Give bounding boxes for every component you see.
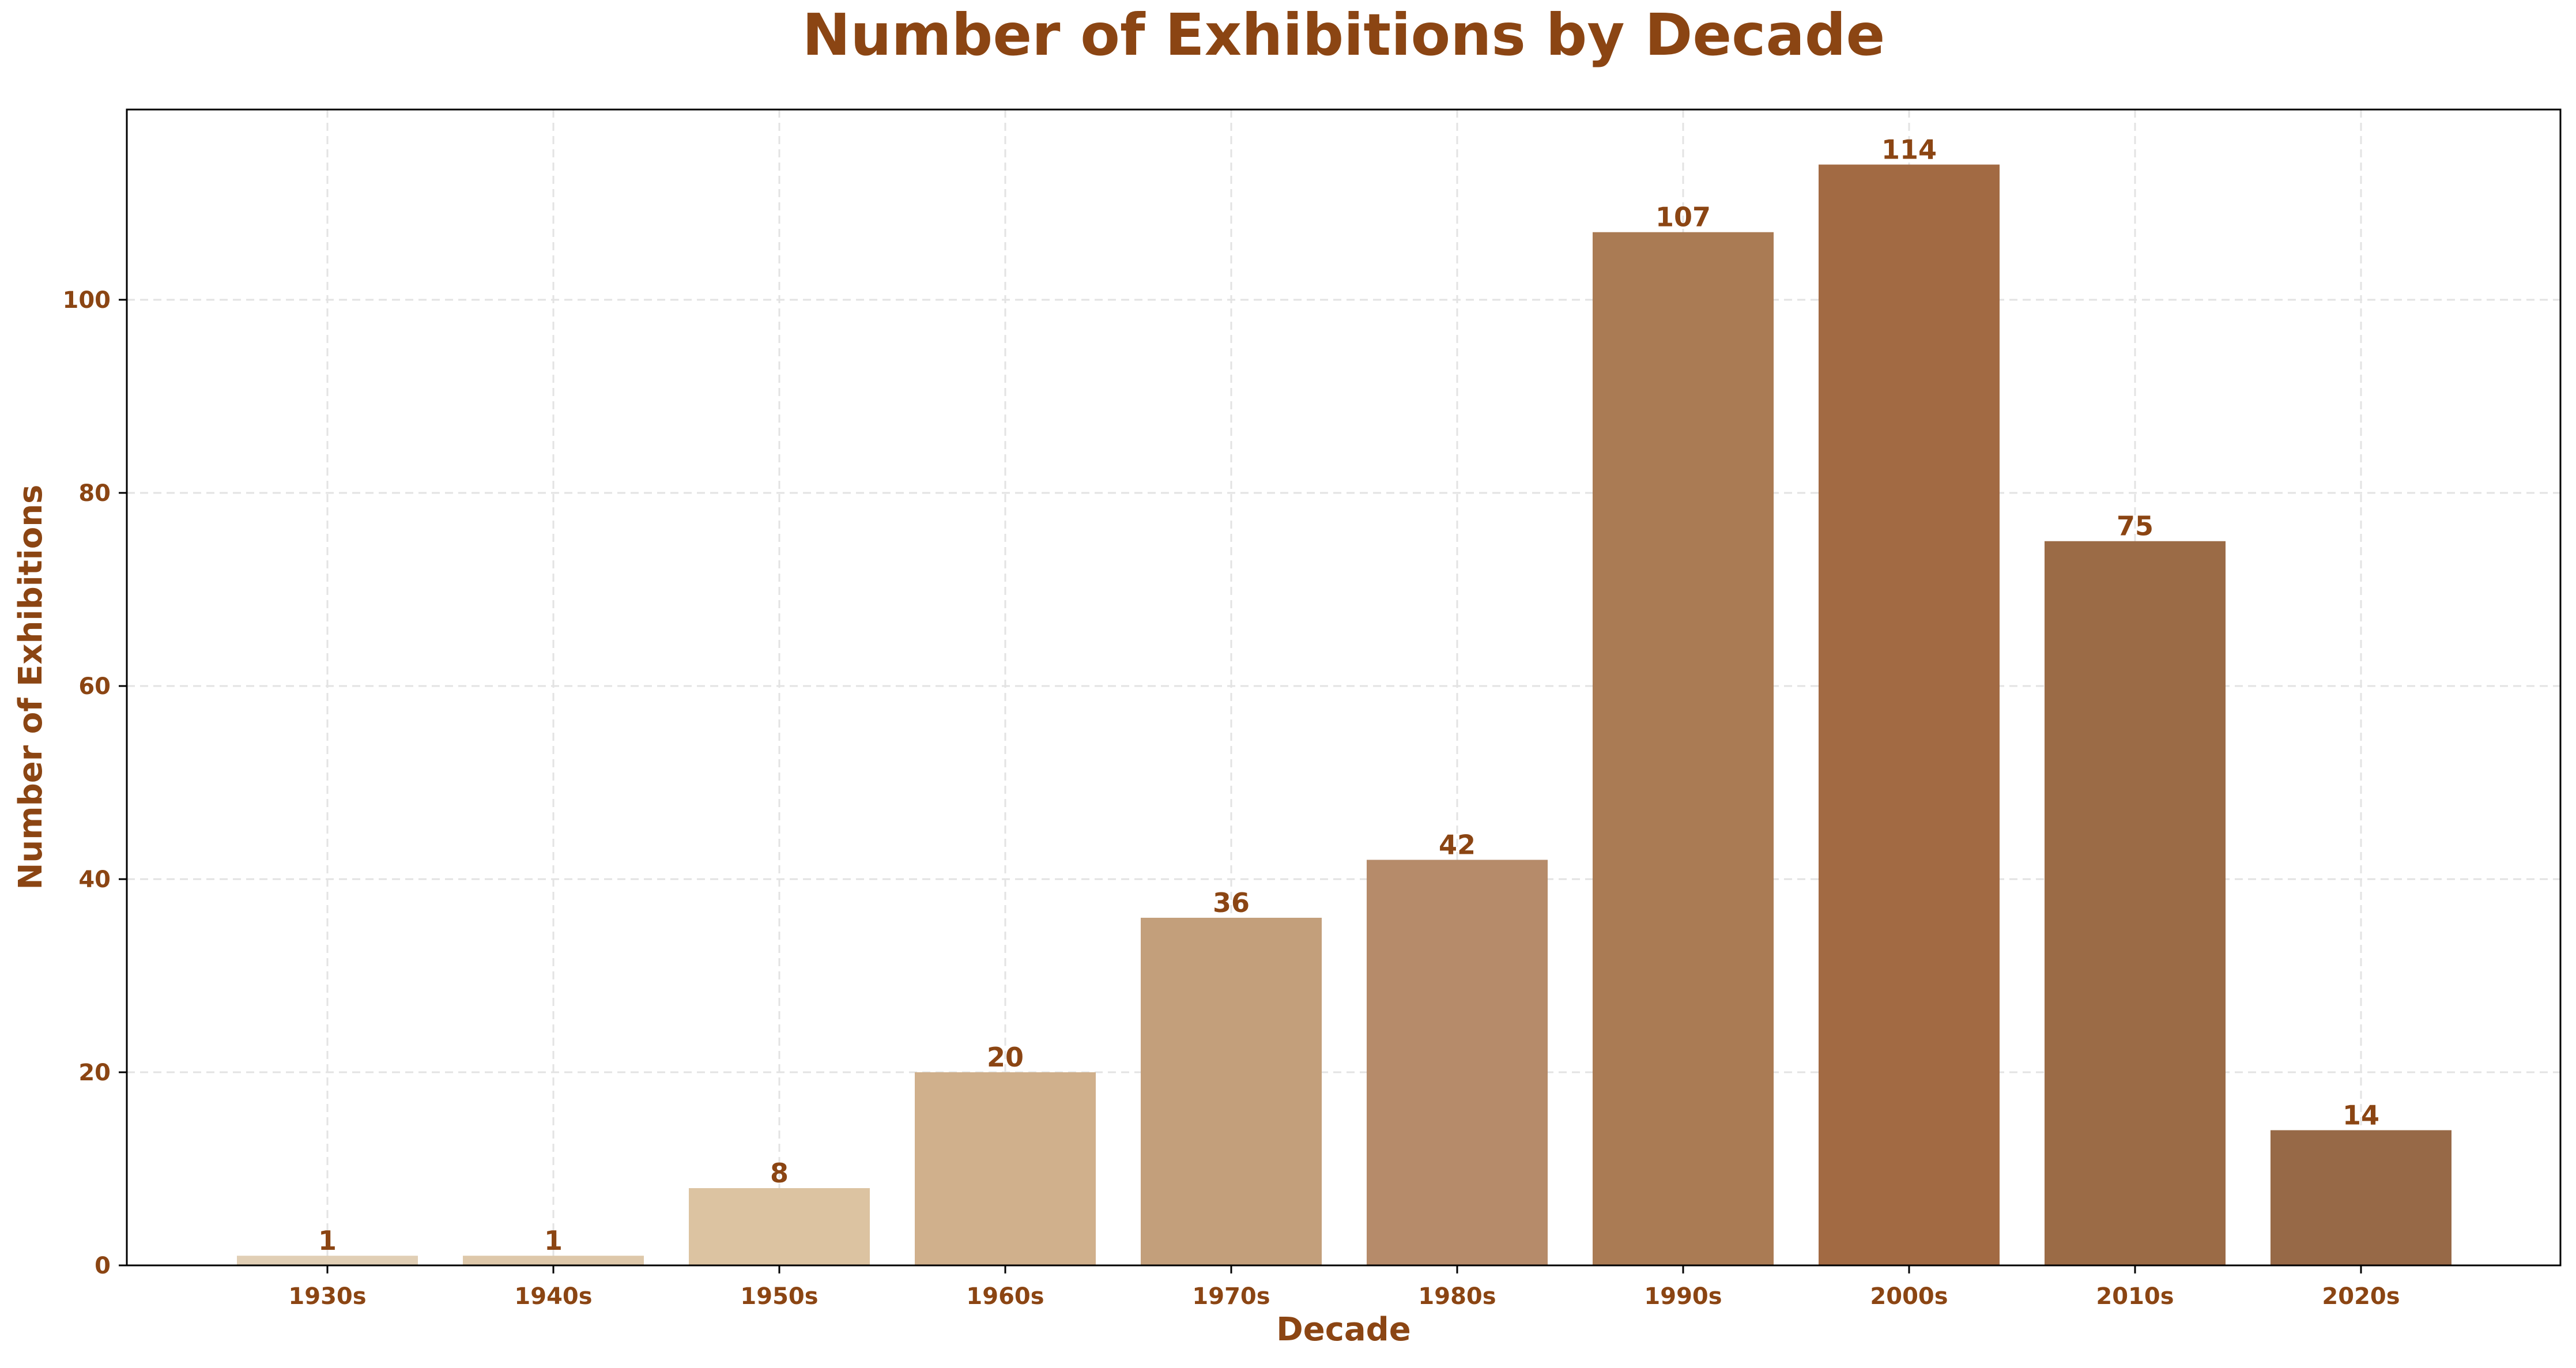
bars (237, 164, 2451, 1265)
bar-value-label: 42 (1439, 829, 1476, 860)
y-axis-ticks: 0 20 40 60 80 100 (63, 287, 127, 1279)
x-tick-label: 2020s (2322, 1283, 2400, 1310)
bar (1367, 860, 1548, 1265)
x-tick-label: 1940s (514, 1283, 592, 1310)
x-tick-label: 1950s (740, 1283, 818, 1310)
bar (2045, 541, 2226, 1265)
chart-title: Number of Exhibitions by Decade (802, 1, 1885, 69)
y-tick-label: 0 (95, 1253, 111, 1279)
bar (689, 1188, 870, 1265)
plot-area-frame (126, 108, 2562, 1267)
data-labels: 1 1 8 20 36 42 107 114 75 14 (318, 134, 2379, 1256)
y-axis-label: Number of Exhibitions (12, 485, 50, 890)
y-tick-label: 100 (63, 287, 111, 314)
bar (2270, 1130, 2451, 1265)
bar (237, 1256, 418, 1265)
x-tick-label: 1990s (1644, 1283, 1722, 1310)
bar-value-label: 107 (1655, 202, 1711, 233)
x-tick-label: 2000s (1870, 1283, 1948, 1310)
bar (463, 1256, 644, 1265)
y-tick-label: 60 (78, 673, 111, 700)
bar (1593, 232, 1774, 1265)
bar-value-label: 8 (770, 1158, 789, 1189)
bar-value-label: 75 (2117, 511, 2153, 542)
x-tick-label: 1980s (1418, 1283, 1496, 1310)
bar-value-label: 14 (2343, 1099, 2379, 1130)
bar-value-label: 114 (1881, 134, 1937, 165)
x-axis-label: Decade (1276, 1311, 1411, 1348)
bar-value-label: 1 (318, 1225, 337, 1256)
y-tick-label: 80 (78, 480, 111, 507)
bar (1819, 164, 2000, 1265)
bar-value-label: 20 (987, 1042, 1024, 1073)
y-tick-label: 40 (78, 866, 111, 893)
bar-value-label: 1 (544, 1225, 563, 1256)
bar (1141, 917, 1322, 1265)
x-axis-ticks: 1930s 1940s 1950s 1960s 1970s 1980s 1990s 2000s… (288, 1265, 2400, 1310)
x-tick-label: 1970s (1192, 1283, 1270, 1310)
x-tick-label: 2010s (2096, 1283, 2174, 1310)
y-tick-label: 20 (78, 1060, 111, 1086)
bar (915, 1072, 1096, 1265)
bar-value-label: 36 (1213, 887, 1250, 918)
x-tick-label: 1960s (966, 1283, 1044, 1310)
x-tick-label: 1930s (288, 1283, 366, 1310)
